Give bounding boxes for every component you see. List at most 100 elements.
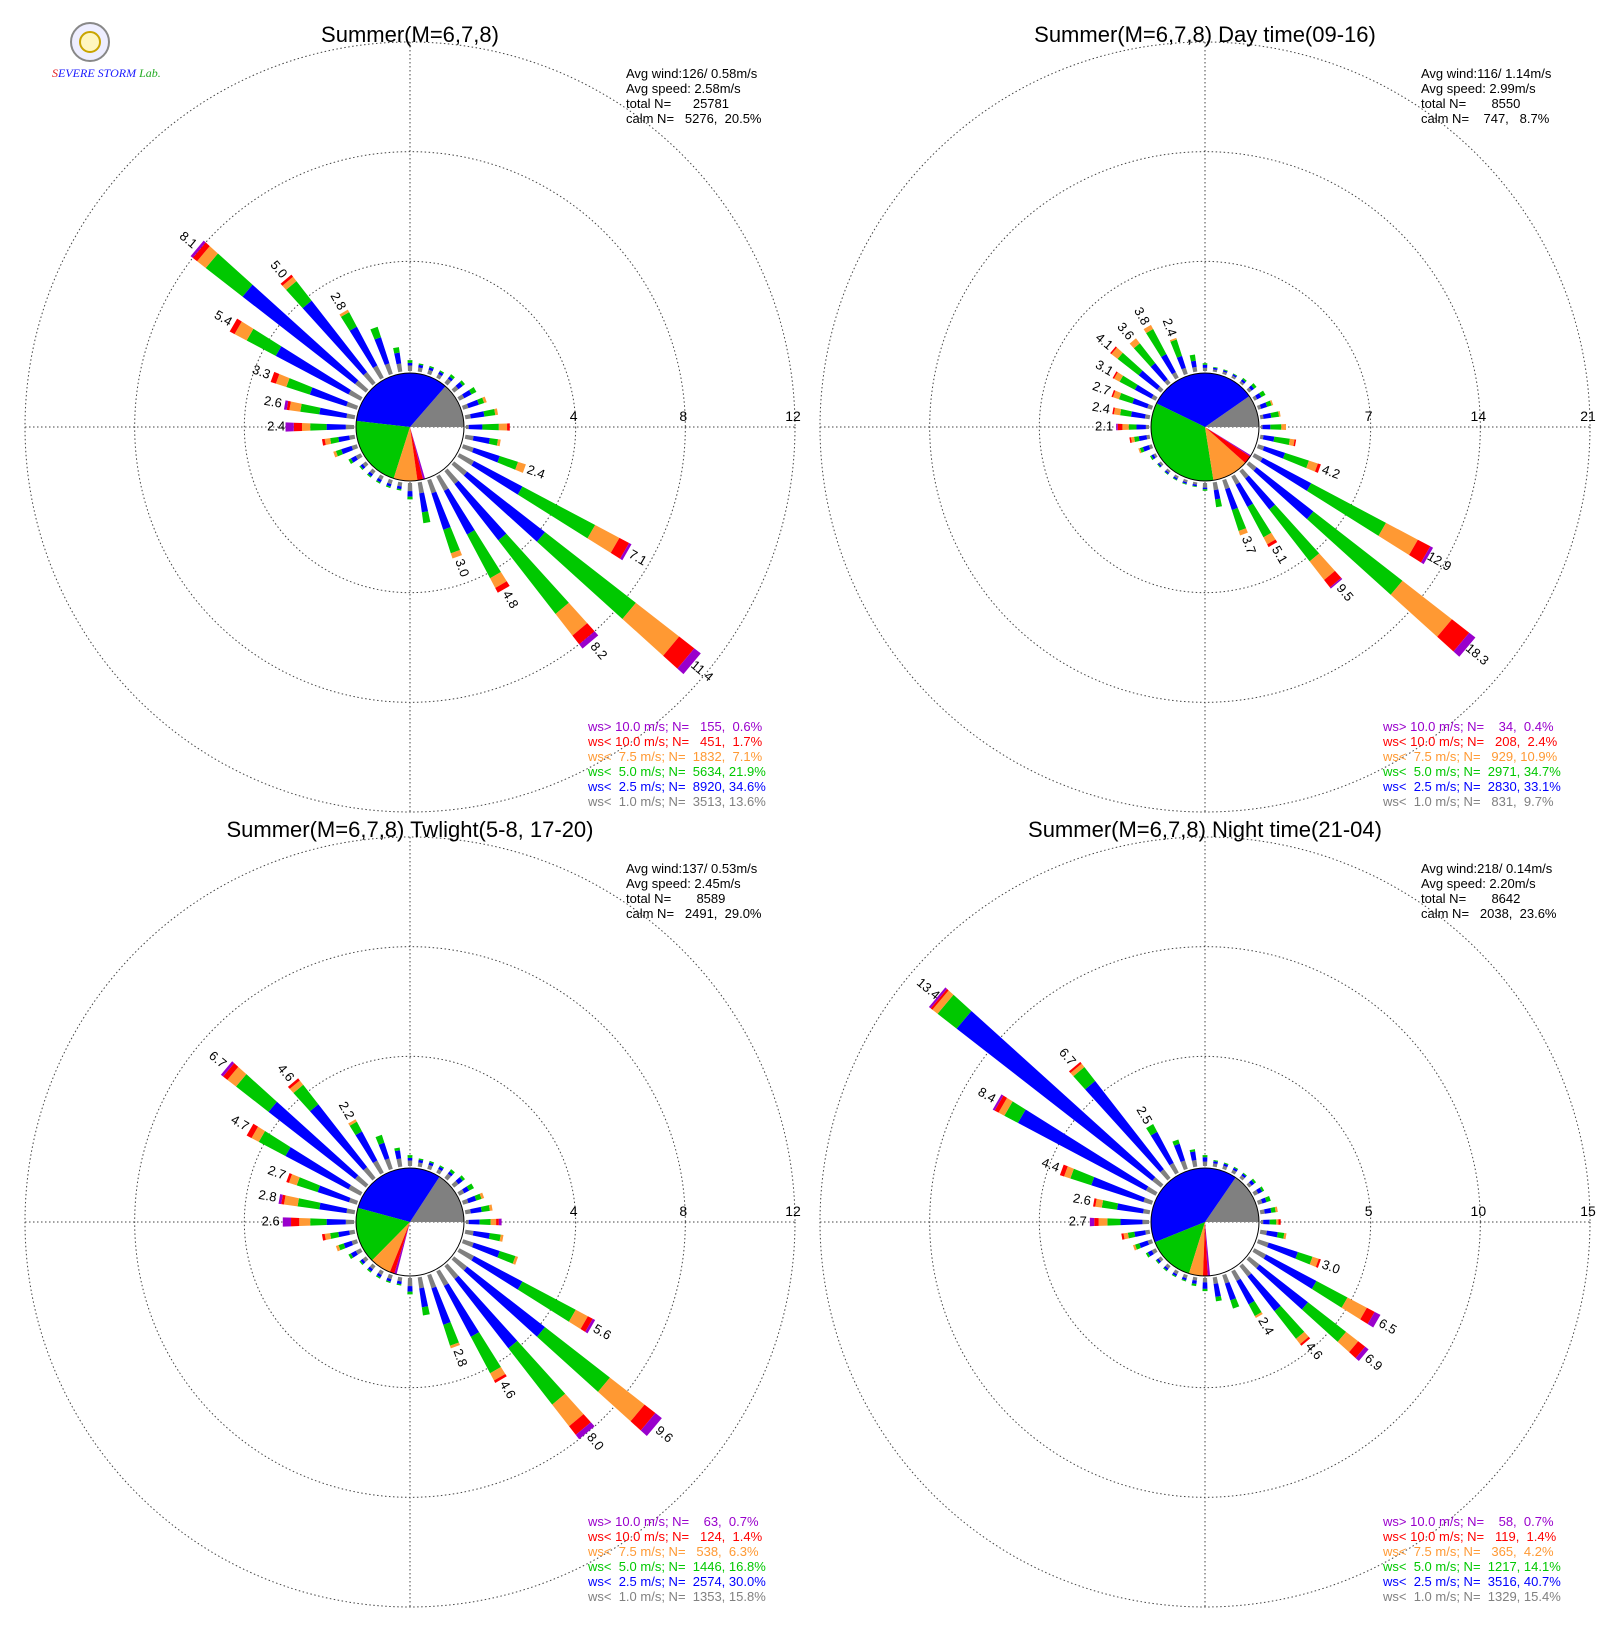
petal-segment-lt2_5 — [1120, 1218, 1143, 1226]
petal-segment-lt7_5 — [598, 1377, 645, 1422]
petal-segment-gt10 — [620, 543, 632, 561]
pie-slice-lt10 — [1205, 427, 1251, 463]
petal-segment-lt2_5 — [1263, 1254, 1317, 1290]
petal-segment-lt2_5 — [376, 477, 382, 483]
petal-segment-gt10 — [677, 648, 701, 675]
petal-segment-lt1 — [451, 385, 459, 393]
petal-segment-lt5 — [483, 408, 496, 417]
petal-segment-lt1 — [1192, 481, 1198, 485]
petal-segment-lt2_5 — [438, 371, 444, 377]
petal-segment-lt2_5 — [1248, 1180, 1255, 1186]
petal-segment-lt5 — [470, 1332, 501, 1374]
petal-segment-gt10 — [1420, 546, 1434, 565]
petal-value-label: 2.2 — [336, 1099, 358, 1122]
petal-segment-lt2_5 — [374, 337, 390, 365]
petal-segment-lt1 — [1147, 1239, 1154, 1245]
petal-segment-lt2_5 — [407, 362, 413, 366]
petal-segment-lt1 — [1252, 395, 1258, 401]
petal-segment-lt7_5 — [512, 1256, 519, 1265]
pie-outline — [355, 1167, 465, 1277]
petal-segment-lt5 — [1119, 375, 1138, 390]
petal-segment-lt1 — [345, 1219, 355, 1225]
pie-outline — [1150, 372, 1260, 482]
petal-segment-lt5 — [1269, 1219, 1277, 1225]
petal-segment-lt5 — [348, 458, 354, 465]
petal-segment-lt5 — [1223, 1162, 1229, 1166]
petal-value-label: 2.8 — [328, 290, 350, 313]
petal-value-label: 3.6 — [1114, 319, 1137, 342]
petal-segment-lt10 — [192, 242, 210, 262]
petal-value-label: 4.1 — [1093, 330, 1116, 353]
petal-segment-lt5 — [396, 1283, 402, 1286]
petal-segment-lt5 — [1276, 1232, 1285, 1239]
petal-segment-lt2_5 — [1260, 1197, 1267, 1204]
ring-label: 14 — [1471, 408, 1487, 424]
petal-segment-lt1 — [378, 474, 384, 481]
petal-segment-lt7_5 — [333, 450, 338, 458]
petal-segment-lt7_5 — [1130, 436, 1135, 443]
petal-segment-lt5 — [488, 438, 499, 446]
pie-slice-lt10 — [1202, 1222, 1208, 1277]
legend-entry: ws< 1.0 m/s; N= 3513, 13.6% — [587, 794, 766, 809]
petal-segment-lt10 — [321, 1233, 326, 1241]
petal-segment-lt5 — [1311, 1281, 1348, 1308]
ring-label: 4 — [570, 408, 578, 424]
petal-segment-lt5 — [359, 465, 364, 471]
petal-segment-lt2_5 — [326, 1218, 346, 1226]
pie-slice-lt7_5 — [393, 427, 418, 481]
petal-segment-lt7_5 — [622, 602, 680, 656]
pie-slice-lt10 — [410, 427, 424, 481]
pie-slice-lt2_5 — [1151, 1168, 1236, 1243]
petal-segment-lt5 — [1269, 504, 1320, 562]
petal-value-label: 7.1 — [626, 546, 649, 568]
petal-segment-lt10 — [1324, 570, 1342, 588]
pie-outline — [355, 372, 465, 482]
petal-segment-lt10 — [1068, 1061, 1082, 1074]
petal-segment-lt7_5 — [348, 1119, 357, 1126]
petal-segment-lt2_5 — [1174, 1143, 1186, 1162]
petal-segment-lt1 — [417, 1276, 425, 1289]
petal-segment-lt7_5 — [449, 1342, 460, 1349]
petal-segment-lt2_5 — [1147, 1250, 1154, 1257]
petal-segment-lt5 — [1231, 507, 1247, 531]
petal-segment-lt2_5 — [394, 352, 402, 365]
petal-segment-lt7_5 — [1276, 1219, 1279, 1225]
petal-segment-lt2_5 — [1157, 462, 1162, 468]
petal-value-label: 3.1 — [1093, 357, 1116, 379]
petal-segment-lt5 — [429, 1160, 435, 1164]
pie-slice-gt10 — [410, 427, 426, 480]
petal-segment-gt10 — [1329, 577, 1343, 589]
petal-segment-lt2_5 — [394, 1150, 402, 1160]
petal-segment-lt2_5 — [1202, 1282, 1208, 1289]
legend-entry: ws< 5.0 m/s; N= 2971, 34.7% — [1382, 764, 1561, 779]
pie-outline — [1150, 1167, 1260, 1277]
petal-segment-lt5 — [1213, 1160, 1219, 1162]
stat-line: Avg speed: 2.99m/s — [1421, 81, 1536, 96]
petal-segment-lt1 — [354, 380, 369, 393]
petal-segment-lt2_5 — [1134, 1230, 1146, 1237]
petal-segment-lt2_5 — [349, 326, 378, 368]
petal-segment-lt1 — [1246, 1256, 1260, 1269]
petal-segment-lt2_5 — [396, 485, 402, 490]
petal-segment-lt10 — [270, 371, 280, 384]
petal-segment-lt10 — [569, 1414, 591, 1435]
stat-line: total N= 25781 — [626, 96, 729, 111]
petal-value-label: 2.5 — [1133, 1104, 1155, 1127]
petal-segment-lt10 — [246, 1123, 259, 1139]
petal-segment-lt5 — [439, 1165, 445, 1169]
petal-segment-lt5 — [536, 1327, 610, 1392]
stat-line: calm N= 2491, 29.0% — [626, 906, 762, 921]
petal-segment-lt5 — [488, 1233, 501, 1242]
legend-entry: ws< 10.0 m/s; N= 119, 1.4% — [1382, 1529, 1557, 1544]
petal-segment-lt7_5 — [1111, 347, 1123, 359]
petal-segment-lt2_5 — [1248, 385, 1255, 391]
petal-segment-lt1 — [461, 444, 474, 453]
petal-segment-lt5 — [258, 1131, 291, 1157]
petal-segment-lt7_5 — [1098, 1218, 1108, 1226]
petal-segment-lt5 — [1164, 471, 1169, 475]
petal-segment-lt2_5 — [1253, 467, 1314, 520]
petal-segment-lt10 — [229, 318, 242, 335]
petal-value-label: 4.6 — [274, 1061, 297, 1084]
petal-segment-lt2_5 — [407, 1157, 413, 1161]
petal-segment-lt2_5 — [1256, 1264, 1309, 1310]
